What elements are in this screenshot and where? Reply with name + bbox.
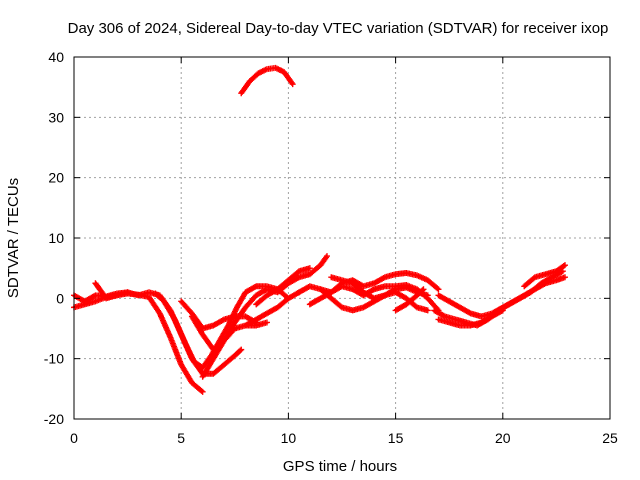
x-tick-label-1: 5: [177, 430, 185, 446]
data-point-18-2-5: [419, 287, 426, 294]
data-point-17-3-6: [560, 263, 567, 270]
series-track-18: [521, 262, 568, 290]
data-point-14-end: [561, 274, 568, 281]
series-track-10: [238, 64, 296, 97]
data-point-6-end: [323, 253, 330, 260]
grid: [74, 57, 610, 419]
x-tick-label-3: 15: [388, 430, 404, 446]
data-point-7-end: [306, 265, 313, 272]
data-point-13-end: [424, 292, 431, 299]
x-tick-label-4: 20: [495, 430, 511, 446]
series-track-7: [199, 253, 330, 380]
y-tick-label-6: 40: [48, 49, 64, 65]
series-track-17: [435, 307, 506, 329]
data-point-16-end: [499, 307, 506, 314]
data-point-2-end: [124, 289, 131, 296]
x-tick-label-2: 10: [281, 430, 297, 446]
series-track-9: [242, 289, 303, 329]
series-track-8: [253, 265, 313, 308]
data-point-5-end: [263, 319, 270, 326]
data-point-10-12-8: [434, 285, 441, 292]
x-tick-label-0: 0: [70, 430, 78, 446]
data-point-9-end: [289, 81, 296, 88]
data-point-1-end: [238, 346, 245, 353]
series-track-14: [328, 274, 431, 302]
y-tick-label-2: 0: [56, 290, 64, 306]
series-track-4: [152, 283, 292, 371]
x-tick-label-5: 25: [602, 430, 618, 446]
data-point-17-end: [561, 262, 568, 269]
data-point-0-end: [199, 388, 206, 395]
x-axis-label: GPS time / hours: [283, 458, 397, 475]
chart-title: Day 306 of 2024, Sidereal Day-to-day VTE…: [68, 20, 609, 37]
data-point-1-15-5: [237, 347, 244, 354]
axis-ticks: 0 5 10 15 20 25 -20 -10 0 10 20 30 40: [44, 49, 618, 446]
data-point-0-11-8: [198, 387, 205, 394]
data-point-6-11-6: [323, 254, 330, 261]
data-points: [71, 64, 568, 395]
data-point-18-end: [420, 286, 427, 293]
y-tick-label-5: 30: [48, 109, 64, 125]
series-track-19: [392, 286, 427, 314]
y-tick-label-4: 20: [48, 170, 64, 186]
data-point-10-end: [435, 286, 442, 293]
y-tick-label-1: -10: [44, 351, 64, 367]
data-point-12-end: [424, 307, 431, 314]
y-tick-label-3: 10: [48, 230, 64, 246]
series-track-3: [92, 280, 131, 302]
y-axis-label: SDTVAR / TECUs: [5, 178, 22, 298]
y-tick-label-0: -20: [44, 411, 64, 427]
